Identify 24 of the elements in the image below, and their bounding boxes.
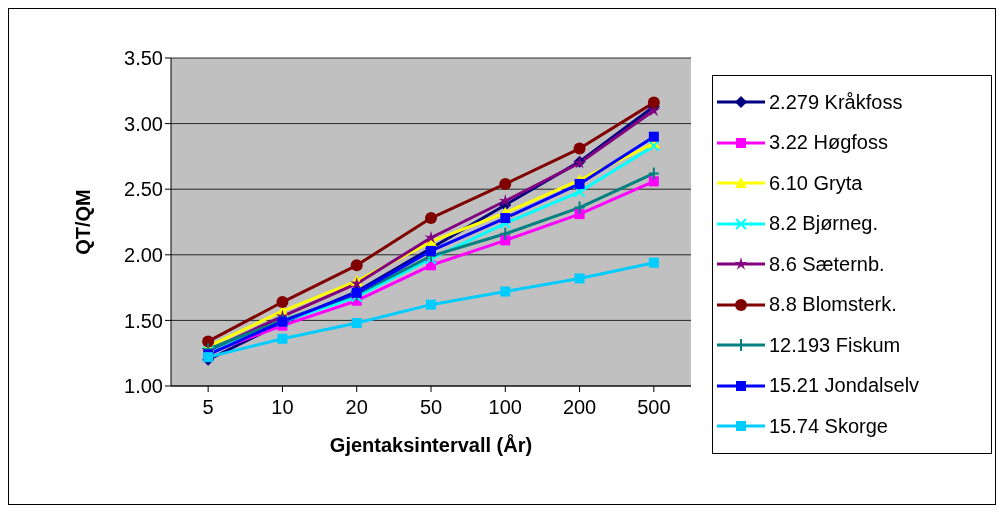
y-tick-label: 1.50 <box>124 309 163 332</box>
x-tick-label: 20 <box>345 396 368 419</box>
y-axis-title: QT/QM <box>72 189 95 255</box>
x-tick-label: 100 <box>488 396 522 419</box>
legend-label: 12.193 Fiskum <box>769 333 901 357</box>
y-tick-label: 3.00 <box>124 112 163 135</box>
legend-label: 8.2 Bjørneg. <box>769 212 878 236</box>
x-tick-label: 50 <box>419 396 443 419</box>
y-tick-label: 1.00 <box>124 375 163 398</box>
y-tick-label: 3.50 <box>124 47 163 70</box>
legend-label: 15.21 Jondalselv <box>769 374 920 398</box>
x-axis-title: Gjentaksintervall (År) <box>329 433 533 456</box>
y-tick-label: 2.00 <box>124 243 163 266</box>
legend-label: 3.22 Høgfoss <box>769 131 888 155</box>
legend-label: 2.279 Kråkfoss <box>769 90 903 114</box>
x-tick-label: 5 <box>202 396 214 419</box>
x-tick-label: 500 <box>637 396 671 419</box>
legend-label: 8.6 Sæternb. <box>769 252 885 276</box>
y-tick-label: 2.50 <box>124 178 163 201</box>
legend-label: 15.74 Skorge <box>769 414 888 438</box>
legend-label: 8.8 Blomsterk. <box>769 293 897 317</box>
x-tick-label: 10 <box>271 396 294 419</box>
legend-label: 6.10 Gryta <box>769 171 863 195</box>
x-tick-label: 200 <box>562 396 597 419</box>
